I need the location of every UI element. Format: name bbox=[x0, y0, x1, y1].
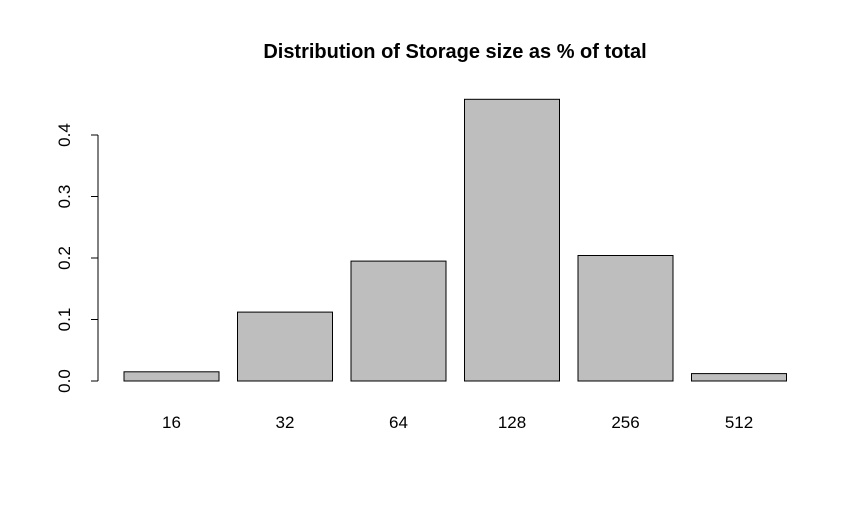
x-tick-label-128: 128 bbox=[498, 413, 526, 432]
x-tick-label-64: 64 bbox=[389, 413, 408, 432]
x-tick-label-256: 256 bbox=[611, 413, 639, 432]
bar-64 bbox=[350, 260, 447, 382]
x-tick-label-512: 512 bbox=[725, 413, 753, 432]
bar-128 bbox=[464, 98, 560, 382]
bar-256 bbox=[577, 255, 674, 382]
y-tick-label: 0.2 bbox=[55, 246, 74, 270]
bar-16 bbox=[123, 371, 220, 382]
bars-group bbox=[123, 98, 787, 382]
bar-512 bbox=[691, 373, 787, 382]
y-tick-label: 0.3 bbox=[55, 185, 74, 209]
chart-title: Distribution of Storage size as % of tot… bbox=[263, 41, 646, 63]
x-axis-labels: 16 32 64 128 256 512 bbox=[162, 413, 753, 432]
y-tick-label: 0.0 bbox=[55, 369, 74, 393]
x-tick-label-32: 32 bbox=[276, 413, 295, 432]
y-tick-label: 0.1 bbox=[55, 308, 74, 332]
y-axis: 0.0 0.1 0.2 0.3 0.4 bbox=[55, 123, 99, 393]
y-tick-label: 0.4 bbox=[55, 123, 74, 147]
x-tick-label-16: 16 bbox=[162, 413, 181, 432]
bar-32 bbox=[237, 311, 333, 382]
